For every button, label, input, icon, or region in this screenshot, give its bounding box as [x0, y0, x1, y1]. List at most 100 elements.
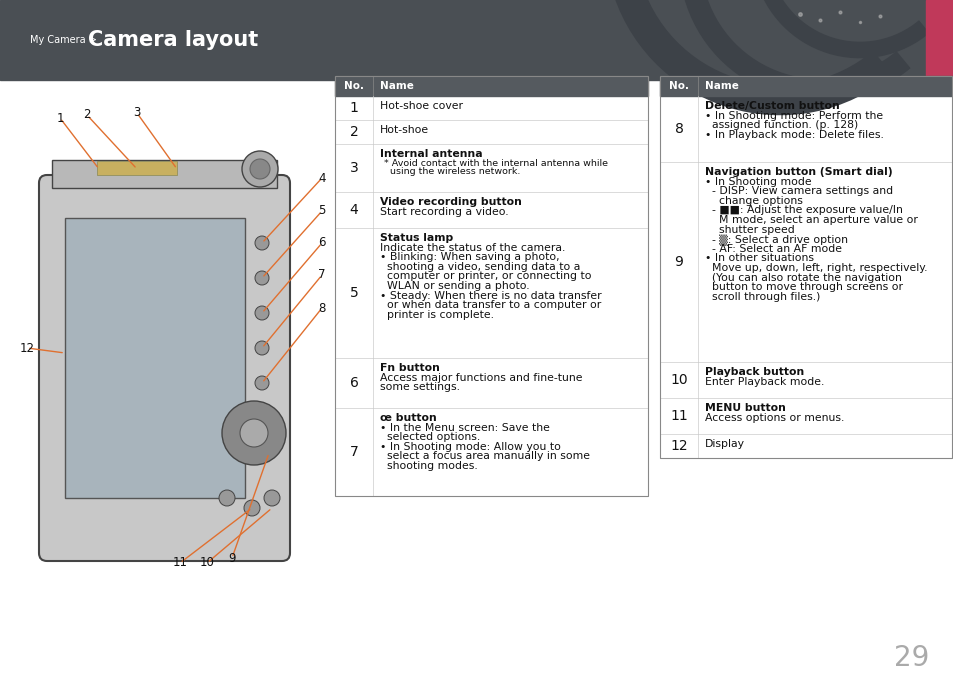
- Text: 5: 5: [318, 205, 325, 218]
- Text: Move up, down, left, right, respectively.: Move up, down, left, right, respectively…: [704, 263, 926, 273]
- Bar: [97, 161, 177, 175]
- Bar: [52, 160, 276, 188]
- Text: 11: 11: [669, 409, 687, 423]
- Text: • Steady: When there is no data transfer: • Steady: When there is no data transfer: [379, 291, 601, 301]
- Text: Video recording button: Video recording button: [379, 197, 521, 207]
- Text: • Blinking: When saving a photo,: • Blinking: When saving a photo,: [379, 252, 559, 262]
- Text: • In other situations: • In other situations: [704, 254, 813, 264]
- Text: shooting modes.: shooting modes.: [379, 461, 477, 471]
- Text: scroll through files.): scroll through files.): [704, 292, 820, 301]
- Text: 12: 12: [19, 341, 34, 354]
- Text: 3: 3: [133, 107, 140, 120]
- Text: Hot-shoe cover: Hot-shoe cover: [379, 101, 462, 111]
- Text: Access major functions and fine-tune: Access major functions and fine-tune: [379, 372, 582, 383]
- Text: Indicate the status of the camera.: Indicate the status of the camera.: [379, 243, 565, 253]
- Text: * Avoid contact with the internal antenna while: * Avoid contact with the internal antenn…: [384, 159, 607, 168]
- Text: or when data transfer to a computer or: or when data transfer to a computer or: [379, 300, 600, 310]
- Text: 1: 1: [56, 112, 64, 124]
- Circle shape: [254, 236, 269, 250]
- Text: 4: 4: [318, 172, 325, 185]
- Text: 9: 9: [674, 255, 682, 269]
- Bar: [659, 76, 951, 96]
- Text: • In Shooting mode: • In Shooting mode: [704, 176, 811, 187]
- Text: Hot-shoe: Hot-shoe: [379, 125, 429, 135]
- Text: WLAN or sending a photo.: WLAN or sending a photo.: [379, 281, 529, 291]
- FancyBboxPatch shape: [39, 175, 290, 561]
- Text: Fn button: Fn button: [379, 363, 439, 373]
- Text: Camera layout: Camera layout: [88, 30, 258, 50]
- Text: button to move through screens or: button to move through screens or: [704, 282, 902, 292]
- Circle shape: [254, 306, 269, 320]
- Text: 4: 4: [349, 203, 358, 217]
- Text: • In Shooting mode: Allow you to: • In Shooting mode: Allow you to: [379, 442, 560, 452]
- Circle shape: [240, 419, 268, 447]
- Text: • In the Menu screen: Save the: • In the Menu screen: Save the: [379, 422, 549, 433]
- Text: 29: 29: [893, 644, 929, 672]
- Text: using the wireless network.: using the wireless network.: [384, 167, 519, 176]
- Text: change options: change options: [704, 196, 802, 206]
- Text: shutter speed: shutter speed: [704, 224, 794, 235]
- Circle shape: [242, 151, 277, 187]
- Text: Navigation button (Smart dial): Navigation button (Smart dial): [704, 167, 892, 177]
- Text: shooting a video, sending data to a: shooting a video, sending data to a: [379, 262, 579, 272]
- Text: MENU button: MENU button: [704, 403, 785, 413]
- Circle shape: [254, 271, 269, 285]
- Text: • In Playback mode: Delete files.: • In Playback mode: Delete files.: [704, 130, 882, 140]
- Text: 2: 2: [83, 109, 91, 122]
- Text: Name: Name: [704, 81, 739, 91]
- Text: (You can also rotate the navigation: (You can also rotate the navigation: [704, 272, 901, 283]
- Bar: [335, 76, 647, 496]
- Text: Playback button: Playback button: [704, 367, 803, 377]
- Text: 9: 9: [228, 552, 235, 564]
- Text: - ▒: Select a drive option: - ▒: Select a drive option: [704, 234, 847, 245]
- Circle shape: [244, 500, 260, 516]
- Circle shape: [254, 341, 269, 355]
- Bar: [0, 0, 953, 80]
- Text: 6: 6: [349, 376, 358, 390]
- Bar: [659, 76, 951, 458]
- Text: 5: 5: [349, 286, 358, 300]
- Circle shape: [264, 490, 280, 506]
- Text: Display: Display: [704, 439, 744, 449]
- Text: Internal antenna: Internal antenna: [379, 149, 482, 159]
- Text: My Camera >: My Camera >: [30, 35, 100, 45]
- Text: 10: 10: [670, 373, 687, 387]
- Text: 8: 8: [674, 122, 682, 136]
- Text: Status lamp: Status lamp: [379, 233, 453, 243]
- Text: 6: 6: [318, 237, 325, 249]
- Text: 7: 7: [318, 268, 325, 281]
- Text: œ button: œ button: [379, 413, 436, 423]
- Bar: [335, 76, 647, 96]
- Circle shape: [222, 401, 286, 465]
- Text: 12: 12: [670, 439, 687, 453]
- Text: selected options.: selected options.: [379, 432, 479, 442]
- Text: Start recording a video.: Start recording a video.: [379, 207, 508, 216]
- Bar: [925, 0, 953, 80]
- Text: some settings.: some settings.: [379, 382, 459, 392]
- Text: 2: 2: [349, 125, 358, 139]
- Circle shape: [219, 490, 234, 506]
- Text: M mode, select an aperture value or: M mode, select an aperture value or: [704, 215, 917, 225]
- Circle shape: [250, 159, 270, 179]
- Text: - AF: Select an AF mode: - AF: Select an AF mode: [704, 244, 841, 254]
- Text: assigned function. (p. 128): assigned function. (p. 128): [704, 120, 858, 130]
- Circle shape: [254, 376, 269, 390]
- Text: Name: Name: [379, 81, 414, 91]
- Text: 10: 10: [199, 556, 214, 569]
- Text: Delete/Custom button: Delete/Custom button: [704, 101, 839, 111]
- Text: select a focus area manually in some: select a focus area manually in some: [379, 452, 589, 462]
- Text: Enter Playback mode.: Enter Playback mode.: [704, 377, 823, 387]
- Text: computer or printer, or connecting to: computer or printer, or connecting to: [379, 271, 591, 281]
- Text: • In Shooting mode: Perform the: • In Shooting mode: Perform the: [704, 111, 882, 120]
- Text: 8: 8: [318, 301, 325, 314]
- Text: printer is complete.: printer is complete.: [379, 310, 494, 320]
- Text: No.: No.: [344, 81, 364, 91]
- Text: 7: 7: [349, 445, 358, 459]
- Text: 3: 3: [349, 161, 358, 175]
- Text: - DISP: View camera settings and: - DISP: View camera settings and: [704, 186, 892, 196]
- Text: 11: 11: [172, 556, 188, 569]
- Text: 1: 1: [349, 101, 358, 115]
- Bar: [65, 218, 245, 498]
- Text: No.: No.: [668, 81, 688, 91]
- Text: Access options or menus.: Access options or menus.: [704, 412, 843, 422]
